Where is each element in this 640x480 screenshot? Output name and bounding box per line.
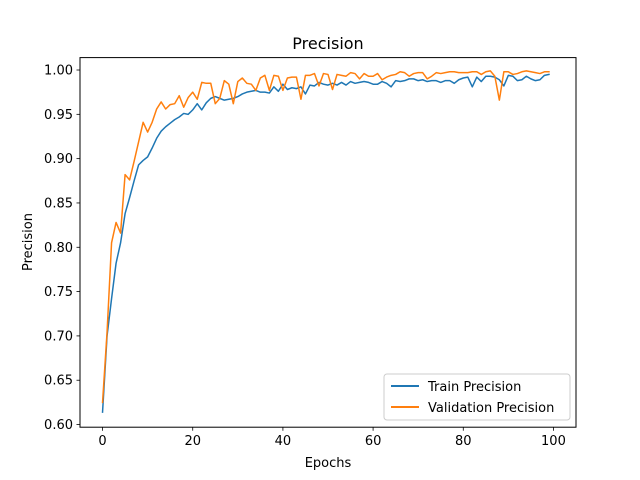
series-layer bbox=[101, 70, 550, 413]
y-tick-label: 0.90 bbox=[44, 152, 73, 167]
x-axis-ticks: 0 20 40 60 80 100 bbox=[98, 427, 566, 449]
legend-label-validation: Validation Precision bbox=[428, 401, 554, 416]
x-tick-label: 40 bbox=[275, 434, 292, 449]
x-tick-label: 60 bbox=[365, 434, 382, 449]
y-axis-label: Precision bbox=[21, 213, 36, 271]
y-tick-label: 0.80 bbox=[44, 241, 73, 256]
legend-label-train: Train Precision bbox=[427, 380, 521, 395]
y-tick-label: 0.85 bbox=[44, 196, 73, 211]
chart-title: Precision bbox=[292, 34, 363, 53]
x-tick-label: 80 bbox=[455, 434, 472, 449]
y-axis-ticks: 0.60 0.65 0.70 0.75 0.80 0.85 0.90 0.95 1.00 bbox=[44, 64, 80, 433]
y-tick-label: 1.00 bbox=[44, 64, 73, 79]
legend: Train Precision Validation Precision bbox=[383, 373, 571, 421]
y-tick-label: 0.60 bbox=[44, 418, 73, 433]
x-axis-label: Epochs bbox=[305, 456, 352, 471]
plot-area-frame bbox=[79, 57, 577, 428]
legend-box bbox=[383, 373, 571, 421]
y-tick-label: 0.95 bbox=[44, 108, 73, 123]
y-tick-label: 0.70 bbox=[44, 329, 73, 344]
y-tick-label: 0.75 bbox=[44, 285, 73, 300]
series-line-validation bbox=[101, 70, 550, 404]
x-tick-label: 100 bbox=[541, 434, 566, 449]
x-tick-label: 20 bbox=[184, 434, 201, 449]
x-tick-label: 0 bbox=[98, 434, 106, 449]
series-line-train bbox=[101, 73, 550, 413]
y-tick-label: 0.65 bbox=[44, 374, 73, 389]
